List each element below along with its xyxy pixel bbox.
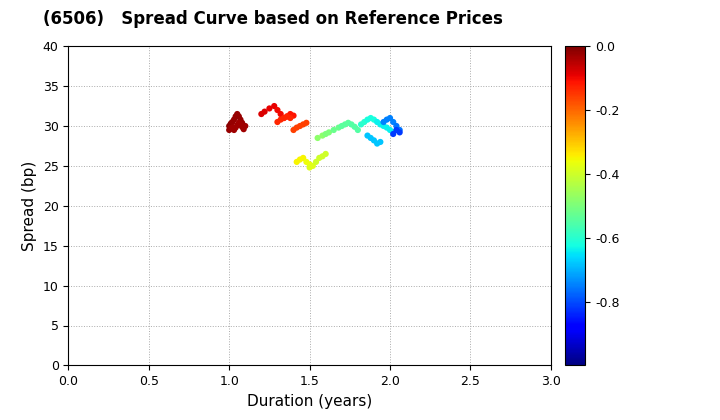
Point	[317, 132, 328, 139]
Point	[275, 110, 287, 117]
Point	[391, 123, 402, 129]
Point	[278, 115, 289, 121]
Point	[381, 124, 392, 131]
Point	[310, 158, 322, 165]
Point	[282, 113, 293, 120]
Point	[271, 107, 283, 113]
Point	[228, 116, 240, 123]
Point	[384, 115, 396, 121]
Point	[374, 121, 386, 128]
Point	[381, 116, 392, 123]
Point	[233, 119, 245, 126]
Text: (6506)   Spread Curve based on Reference Prices: (6506) Spread Curve based on Reference P…	[43, 10, 503, 29]
Point	[269, 102, 280, 109]
Point	[227, 125, 238, 132]
Point	[368, 116, 379, 123]
Point	[349, 123, 361, 130]
Point	[223, 126, 235, 133]
Point	[317, 153, 328, 160]
Point	[339, 121, 351, 128]
Point	[223, 123, 235, 129]
Point	[227, 118, 238, 125]
X-axis label: Duration (years): Duration (years)	[247, 394, 372, 409]
Point	[352, 126, 364, 133]
Point	[391, 126, 402, 133]
Point	[225, 120, 237, 127]
Point	[232, 122, 243, 129]
Point	[238, 126, 249, 133]
Point	[336, 123, 348, 129]
Point	[372, 140, 383, 147]
Point	[227, 124, 238, 131]
Point	[313, 155, 325, 161]
Point	[368, 137, 379, 144]
Point	[378, 118, 390, 125]
Point	[387, 118, 399, 125]
Point	[271, 118, 283, 125]
Point	[282, 113, 293, 120]
Point	[232, 110, 243, 117]
Point	[230, 113, 241, 120]
Point	[294, 123, 306, 129]
Point	[343, 119, 354, 126]
Point	[284, 115, 296, 121]
Point	[301, 158, 312, 165]
Point	[235, 121, 246, 128]
Point	[361, 116, 373, 123]
Point	[258, 108, 270, 115]
Point	[294, 156, 306, 163]
Point	[301, 119, 312, 126]
Point	[378, 123, 390, 129]
Point	[320, 150, 331, 157]
Point	[312, 134, 323, 141]
Point	[361, 132, 373, 139]
Point	[394, 129, 405, 136]
Point	[323, 129, 335, 136]
Point	[228, 126, 240, 133]
Point	[288, 126, 300, 133]
Point	[233, 113, 245, 120]
Point	[236, 119, 248, 126]
Point	[240, 123, 251, 129]
Point	[278, 115, 289, 121]
Point	[355, 121, 366, 128]
Point	[384, 126, 396, 133]
Point	[387, 131, 399, 137]
Point	[365, 115, 377, 121]
Point	[291, 158, 302, 165]
Point	[297, 121, 309, 128]
Point	[320, 131, 331, 137]
Point	[333, 124, 344, 131]
Point	[235, 116, 246, 123]
Point	[291, 124, 302, 131]
Point	[297, 155, 309, 161]
Point	[307, 163, 318, 169]
Point	[387, 129, 399, 136]
Point	[394, 126, 405, 133]
Point	[372, 118, 383, 125]
Point	[304, 161, 315, 168]
Point	[275, 116, 287, 123]
Point	[284, 110, 296, 117]
Point	[365, 134, 377, 141]
Point	[225, 124, 237, 131]
Point	[230, 124, 241, 131]
Point	[374, 139, 386, 145]
Point	[264, 105, 275, 112]
Point	[288, 112, 300, 119]
Point	[256, 110, 267, 117]
Y-axis label: Spread (bp): Spread (bp)	[22, 161, 37, 251]
Point	[236, 123, 248, 130]
Point	[304, 164, 315, 171]
Point	[359, 118, 370, 125]
Point	[328, 126, 339, 133]
Point	[346, 121, 357, 128]
